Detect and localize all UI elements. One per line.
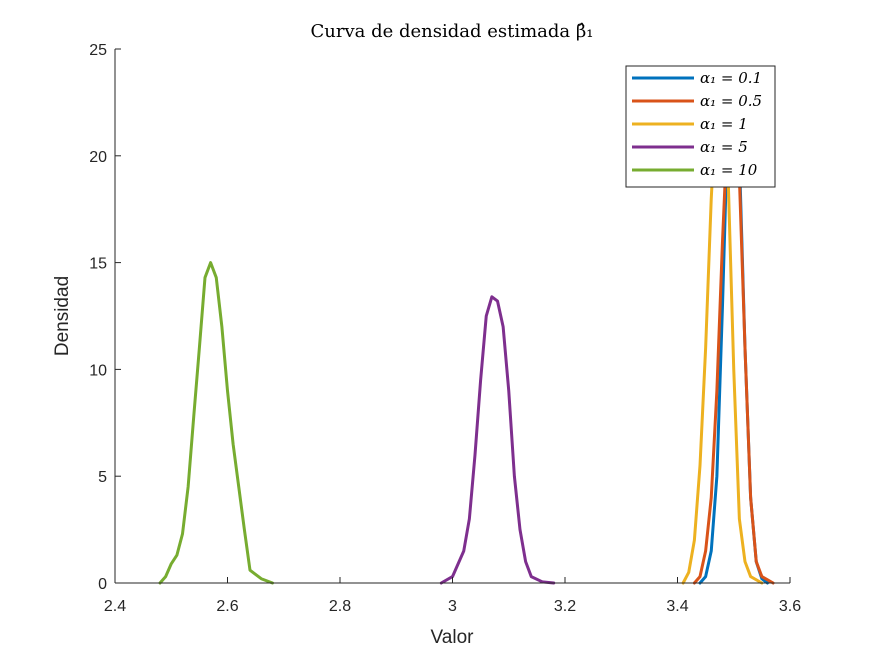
y-axis-label: Densidad	[52, 276, 73, 356]
x-tick-label: 3.4	[666, 598, 688, 615]
x-tick-label: 3.2	[554, 598, 576, 615]
y-tick-label: 25	[89, 42, 107, 59]
series-line-3	[439, 295, 556, 585]
legend-label-3: α₁ = 5	[700, 138, 748, 156]
legend-items: α₁ = 0.1 α₁ = 0.5 α₁ = 1 α₁ = 5 α₁ = 10	[632, 69, 762, 179]
y-tick-label: 10	[89, 362, 107, 379]
x-tick-label: 2.6	[216, 598, 238, 615]
legend-label-1: α₁ = 0.5	[700, 92, 762, 110]
y-tick-label: 0	[98, 576, 107, 593]
series-line-4	[158, 261, 274, 585]
y-tick-label: 15	[89, 256, 107, 273]
y-tick-label: 5	[98, 469, 107, 486]
legend: α₁ = 0.1 α₁ = 0.5 α₁ = 1 α₁ = 5 α₁ = 10	[625, 65, 776, 188]
y-tick-label: 20	[89, 149, 107, 166]
x-axis-label: Valor	[431, 627, 475, 648]
x-tick-label: 3.6	[779, 598, 801, 615]
legend-label-2: α₁ = 1	[700, 115, 748, 133]
chart-title: Curva de densidad estimada β̂₁	[310, 21, 593, 42]
legend-label-0: α₁ = 0.1	[700, 69, 762, 87]
x-tick-label: 3	[448, 598, 457, 615]
x-tick-label: 2.8	[329, 598, 351, 615]
x-tick-label: 2.4	[104, 598, 126, 615]
y-axis-ticks: 0 5 10 15 20 25	[89, 42, 121, 593]
legend-label-4: α₁ = 10	[700, 161, 758, 179]
legend-box	[625, 65, 776, 188]
x-axis-ticks: 2.4 2.6 2.8 3 3.2 3.4 3.6	[104, 577, 801, 615]
